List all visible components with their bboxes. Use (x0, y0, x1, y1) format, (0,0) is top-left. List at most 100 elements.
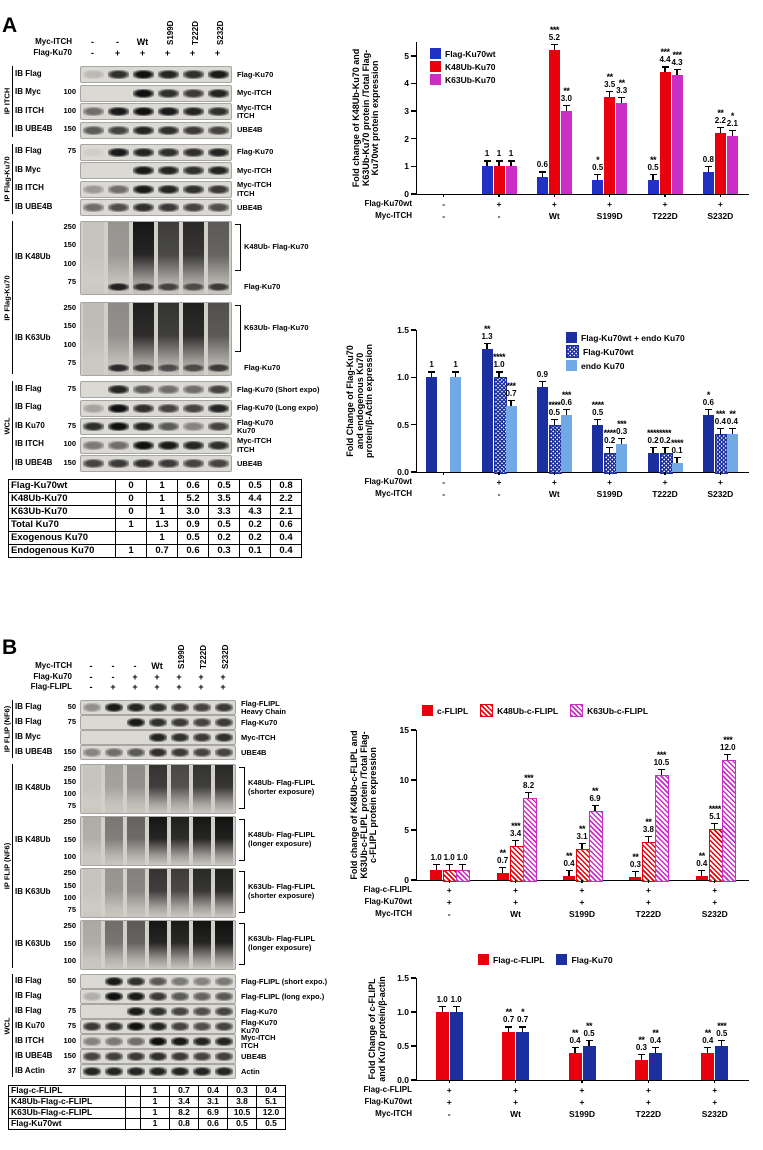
blot-band (171, 748, 189, 757)
blot-band (127, 977, 145, 986)
bar-value-label: 1.0 (436, 995, 448, 1004)
ib-label: IB Flag (15, 146, 42, 155)
blot-band (183, 459, 204, 468)
smear-lane (105, 869, 123, 917)
x-axis-group-value: + (579, 897, 585, 907)
blot-band (133, 184, 154, 194)
blot-annotation: Flag-FLIPL (long expo.) (241, 991, 325, 1001)
y-tick-label: 5 (404, 50, 409, 61)
bar-value-label: 1 (496, 149, 502, 159)
smear-lane (133, 303, 154, 375)
blot-strip (80, 730, 236, 745)
y-tick-mark (411, 1045, 416, 1047)
significance-stars: *** (715, 409, 726, 420)
mw-marker: 100 (63, 956, 76, 966)
blot-annotation: Myc-ITCH (241, 1032, 276, 1042)
legend-item: K63Ub-Ku70 (430, 74, 496, 85)
x-axis-group-value: - (442, 211, 446, 221)
x-axis-group-value: - (447, 909, 451, 919)
error-bar-cap (724, 754, 732, 756)
x-axis-group-value: S232D (707, 211, 734, 221)
quant-table-cell: 0.2 (239, 531, 271, 545)
ib-label: IB K63Ub (15, 887, 51, 896)
ib-label: IB UBE4B (15, 457, 53, 467)
x-axis-group-value: + (645, 885, 651, 895)
error-bar-cap (673, 456, 681, 458)
blot-band (171, 992, 189, 1001)
bar (509, 846, 524, 882)
blot-band (108, 403, 129, 413)
mw-marker: 150 (63, 1050, 76, 1060)
blot-band (149, 703, 167, 712)
blot-band (171, 1022, 189, 1031)
legend-item: Flag-Ku70 (556, 954, 613, 965)
ip-group-bracket: IP ITCH (2, 66, 13, 137)
blot-smear (80, 868, 236, 918)
ib-label: IB Flag (15, 990, 42, 1000)
y-tick-label: 2 (404, 133, 409, 144)
y-tick-mark (411, 729, 416, 731)
error-bar-stem (597, 418, 599, 425)
ip-group-bracket: IP FLIP (NF6) (2, 764, 13, 968)
y-tick-label: 1.0 (397, 372, 409, 383)
bar (634, 1059, 648, 1080)
quant-table-cell: 1 (146, 505, 178, 519)
quant-table-cell: 3.4 (169, 1096, 199, 1108)
bar-value-label: 3.0 (560, 94, 572, 104)
construct-lane-value: T222D (190, 20, 200, 45)
blot-annotation: UBE4B (237, 458, 263, 468)
error-bar-cap (452, 371, 460, 373)
y-tick-label: 3 (404, 106, 409, 117)
blot-band (83, 1052, 101, 1061)
blot-band (105, 1052, 123, 1061)
legend-item: K48Ub-Ku70 (430, 61, 496, 72)
error-bar-cap (483, 160, 491, 162)
blot-strip (80, 143, 232, 161)
significance-stars: ** (578, 824, 586, 834)
quant-table-row-label: Endogenous Ku70 (8, 544, 116, 558)
blot-annotation: (shorter exposure) (248, 787, 315, 796)
smear-lane (108, 222, 129, 294)
significance-stars: *** (549, 25, 560, 36)
significance-stars: ** (563, 86, 570, 97)
x-tick-mark (581, 880, 583, 883)
x-axis-group-value: + (662, 477, 668, 487)
legend-swatch (480, 704, 494, 717)
y-tick-mark (411, 55, 416, 57)
error-bar-cap (657, 769, 665, 771)
bar (522, 798, 537, 882)
x-axis-row-label: Myc-ITCH (375, 1109, 412, 1118)
blot-band (158, 422, 179, 431)
error-bar-cap (649, 174, 657, 176)
quant-table-row-label: K63Ub-Ku70 (8, 505, 116, 519)
x-axis-group-value: + (607, 477, 613, 487)
bar-value-label: 1.0 (493, 360, 505, 370)
y-tick-label: 0.5 (397, 419, 409, 430)
error-bar-stem (597, 174, 599, 181)
legend-swatch (430, 74, 441, 85)
plot-area (416, 42, 749, 195)
blot-band (133, 88, 154, 98)
blot-band (133, 125, 154, 135)
smear-lane (83, 817, 101, 865)
error-bar-stem (565, 409, 567, 416)
blot-band (158, 166, 179, 175)
error-bar-stem (510, 160, 512, 167)
blot-annotation: Flag-Ku70 (241, 1006, 278, 1016)
x-axis-group-value: S199D (568, 1109, 595, 1119)
legend: Flag-Ku70wt K48Ub-Ku70 K63Ub-Ku70 (430, 48, 496, 85)
quant-table-row-label: Flag-Ku70wt (8, 479, 116, 493)
error-bar-cap (728, 129, 736, 132)
bar-value-label: 0.5 (716, 1029, 728, 1038)
error-bar-cap (651, 1046, 659, 1048)
construct-lane-value: + (176, 682, 182, 692)
y-tick-mark (411, 1011, 416, 1013)
error-bar-stem (486, 342, 488, 349)
blot-annotation: Flag-Ku70 (Long expo) (237, 403, 319, 413)
blot-band (171, 718, 189, 727)
ip-group-label: IP Flag-Ku70 (2, 156, 12, 202)
bar (505, 166, 517, 194)
construct-lane-value: + (139, 48, 146, 58)
blot-band (108, 283, 129, 291)
blot-band (158, 459, 179, 468)
